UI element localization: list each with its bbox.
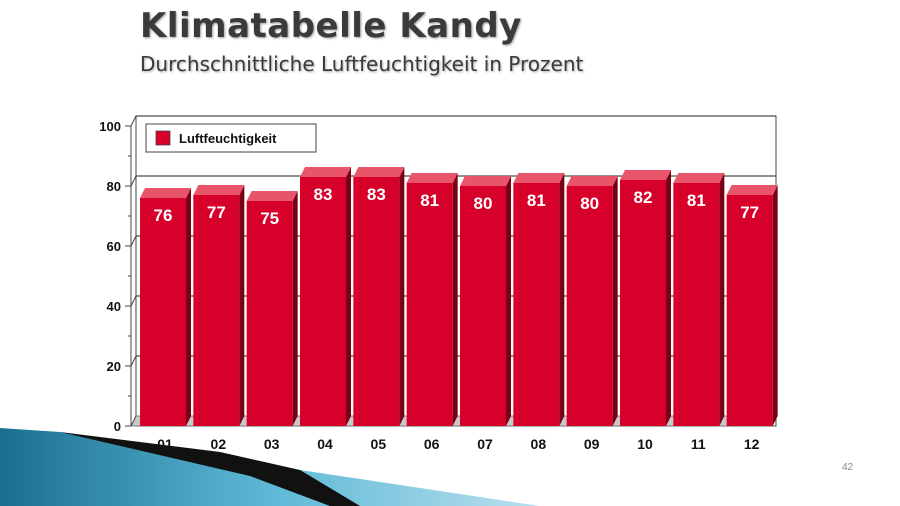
data-label: 77 [740, 203, 759, 222]
grid-depth-line [130, 235, 137, 247]
bar [566, 186, 613, 426]
x-tick-label: 10 [637, 436, 653, 452]
data-label: 80 [580, 194, 599, 213]
data-label: 83 [314, 185, 333, 204]
bar [513, 183, 560, 426]
bar-side [186, 188, 191, 426]
grid-depth-line [130, 415, 137, 427]
y-tick-label: 60 [107, 239, 121, 254]
bar [726, 195, 773, 426]
grid-depth-line [130, 295, 137, 307]
black-swoosh [60, 432, 360, 506]
bar-side [666, 170, 671, 426]
bar [353, 177, 400, 426]
data-label: 81 [527, 191, 546, 210]
bar-top [726, 185, 778, 195]
data-label: 75 [260, 209, 279, 228]
bar-side [346, 167, 351, 426]
grid-depth-line [130, 355, 137, 367]
bar [193, 195, 240, 426]
grid-depth-line [130, 115, 137, 127]
bar-top [620, 170, 671, 180]
bar [406, 183, 453, 426]
bar-top [406, 173, 458, 183]
data-label: 77 [207, 203, 226, 222]
bar-side [292, 191, 298, 426]
bar-top [460, 176, 511, 186]
data-label: 83 [367, 185, 386, 204]
bar-side [506, 176, 511, 426]
x-tick-label: 09 [584, 436, 600, 452]
legend-label: Luftfeuchtigkeit [179, 131, 277, 146]
data-label: 81 [687, 191, 706, 210]
data-label: 82 [634, 188, 653, 207]
bar-top [140, 188, 191, 198]
bar [300, 177, 346, 426]
data-label: 80 [474, 194, 493, 213]
bar-side [612, 176, 618, 426]
data-label: 76 [154, 206, 173, 225]
slide-title: Klimatabelle Kandy [140, 6, 522, 46]
bar-side [399, 167, 405, 426]
y-tick-label: 20 [107, 359, 121, 374]
x-tick-label: 05 [371, 436, 387, 452]
page-number: 42 [842, 462, 854, 473]
x-tick-label: 03 [264, 436, 280, 452]
bar-top [673, 173, 725, 183]
data-label: 81 [420, 191, 439, 210]
x-tick-label: 06 [424, 436, 440, 452]
bar-side [559, 173, 565, 426]
bar-top [353, 167, 405, 177]
bar [620, 180, 666, 426]
x-tick-label: 08 [531, 436, 547, 452]
bar [673, 183, 720, 426]
x-tick-label: 02 [211, 436, 227, 452]
x-tick-label: 04 [317, 436, 333, 452]
bar-side [452, 173, 458, 426]
bar-side [239, 185, 245, 426]
x-tick-label: 07 [477, 436, 493, 452]
bar-top [246, 191, 298, 201]
bar-side [719, 173, 725, 426]
bar-top [566, 176, 618, 186]
bar-top [193, 185, 245, 195]
y-tick-label: 40 [107, 299, 121, 314]
bar [140, 198, 186, 426]
bar-side [772, 185, 778, 426]
legend-box [145, 123, 317, 153]
bar [460, 186, 506, 426]
y-tick-label: 0 [114, 419, 121, 434]
x-tick-label: 11 [691, 436, 706, 452]
y-tick-label: 100 [99, 119, 121, 134]
y-tick-label: 80 [107, 179, 121, 194]
x-tick-label: 01 [157, 436, 173, 452]
bar [246, 201, 293, 426]
bar-top [513, 173, 565, 183]
x-tick-label: 12 [744, 436, 760, 452]
legend-swatch [155, 130, 171, 146]
grid-depth-line [130, 175, 137, 187]
bar-top [300, 167, 351, 177]
slide-subtitle: Durchschnittliche Luftfeuchtigkeit in Pr… [140, 52, 584, 76]
